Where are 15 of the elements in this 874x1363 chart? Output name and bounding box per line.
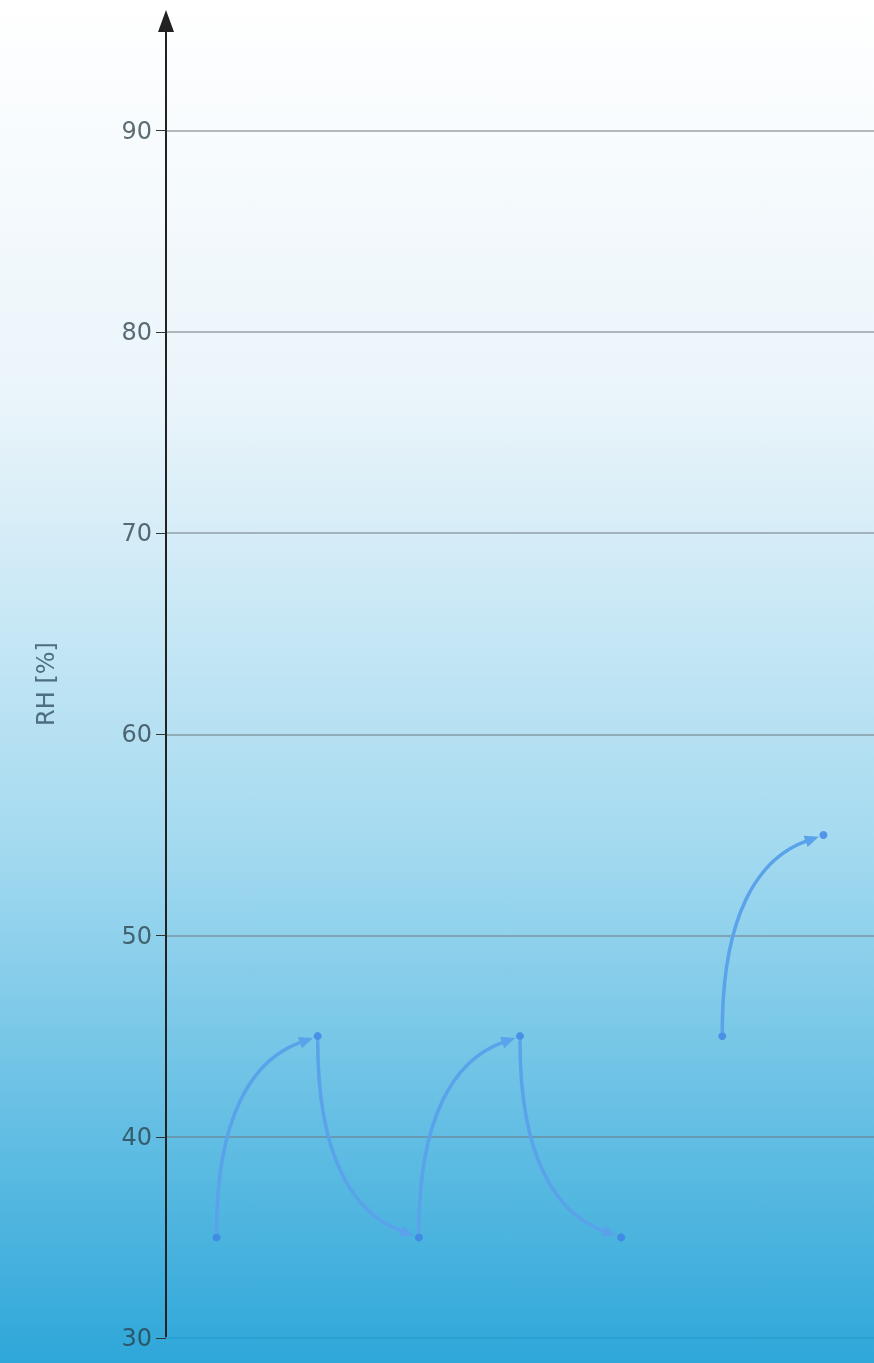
point [718, 1032, 727, 1041]
y-tick-label: 40 [121, 1122, 152, 1151]
y-tick-label: 70 [121, 519, 152, 548]
y-tick-label: 80 [121, 317, 152, 346]
point [313, 1032, 322, 1041]
y-axis-title: RH [%] [32, 642, 60, 726]
y-tick-label: 60 [121, 720, 152, 749]
point [212, 1233, 221, 1242]
point [617, 1233, 626, 1242]
y-tick-label: 30 [121, 1324, 152, 1352]
y-tick-label: 50 [121, 921, 152, 950]
y-tick-label: 90 [121, 116, 152, 145]
point [516, 1032, 524, 1041]
point [819, 830, 828, 839]
point [414, 1233, 423, 1242]
